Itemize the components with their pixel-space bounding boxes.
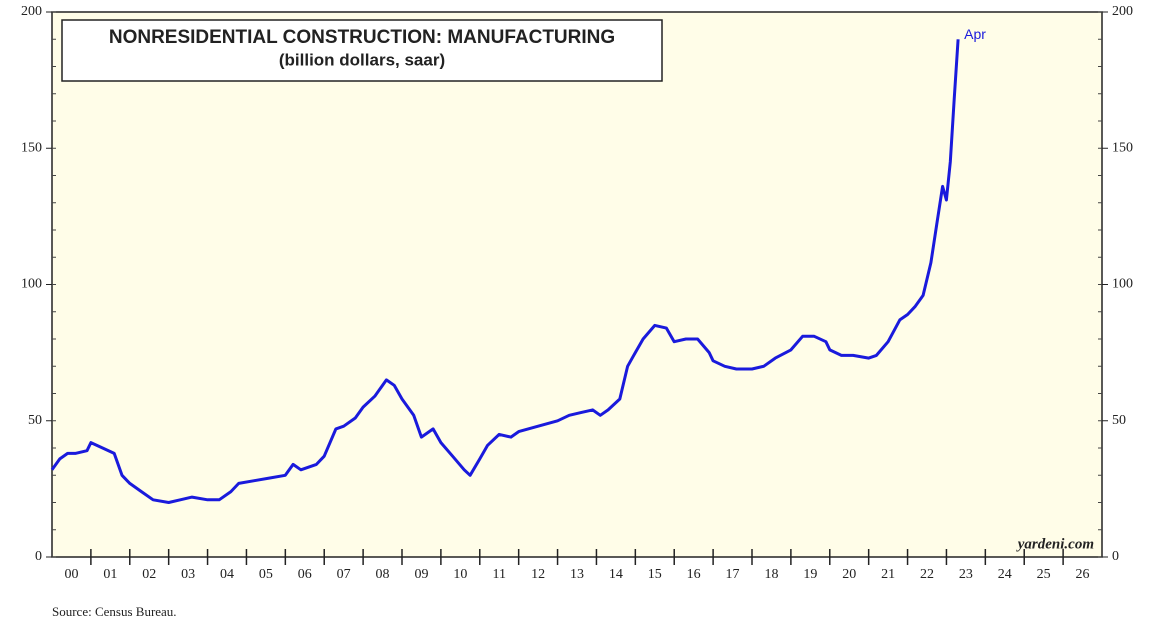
annotation: Apr bbox=[964, 26, 986, 42]
x-tick-label: 02 bbox=[142, 567, 156, 582]
x-tick-label: 15 bbox=[648, 567, 662, 582]
x-tick-label: 07 bbox=[337, 567, 351, 582]
source: Source: Census Bureau. bbox=[52, 604, 177, 619]
x-tick-label: 12 bbox=[531, 567, 545, 582]
x-tick-label: 10 bbox=[453, 567, 467, 582]
y-tick-label: 150 bbox=[21, 140, 42, 155]
x-tick-label: 20 bbox=[842, 567, 856, 582]
chart-title: NONRESIDENTIAL CONSTRUCTION: MANUFACTURI… bbox=[109, 27, 615, 48]
x-tick-label: 23 bbox=[959, 567, 973, 582]
x-tick-label: 17 bbox=[726, 567, 740, 582]
y2-tick-label: 200 bbox=[1112, 4, 1133, 19]
x-tick-label: 08 bbox=[376, 567, 390, 582]
y-tick-label: 200 bbox=[21, 4, 42, 19]
y2-tick-label: 150 bbox=[1112, 140, 1133, 155]
x-tick-label: 03 bbox=[181, 567, 195, 582]
x-tick-label: 22 bbox=[920, 567, 934, 582]
x-tick-label: 06 bbox=[298, 567, 312, 582]
chart-subtitle: (billion dollars, saar) bbox=[279, 50, 445, 69]
x-tick-label: 25 bbox=[1037, 567, 1051, 582]
x-tick-label: 24 bbox=[998, 567, 1012, 582]
x-tick-label: 01 bbox=[103, 567, 117, 582]
y-tick-label: 50 bbox=[28, 413, 42, 428]
x-tick-label: 00 bbox=[64, 567, 78, 582]
x-tick-label: 09 bbox=[414, 567, 428, 582]
x-tick-label: 18 bbox=[764, 567, 778, 582]
y2-tick-label: 50 bbox=[1112, 413, 1126, 428]
title-box bbox=[61, 19, 663, 82]
y-tick-label: 0 bbox=[35, 549, 42, 564]
x-tick-label: 05 bbox=[259, 567, 273, 582]
x-tick-label: 19 bbox=[803, 567, 817, 582]
x-tick-label: 04 bbox=[220, 567, 234, 582]
line-series bbox=[50, 39, 960, 504]
y2-tick-label: 100 bbox=[1112, 277, 1133, 292]
x-tick-label: 13 bbox=[570, 567, 584, 582]
y2-tick-label: 0 bbox=[1112, 549, 1119, 564]
x-tick-label: 11 bbox=[492, 567, 505, 582]
x-tick-label: 14 bbox=[609, 567, 623, 582]
y-tick-label: 100 bbox=[21, 277, 42, 292]
x-tick-label: 21 bbox=[881, 567, 895, 582]
x-tick-label: 16 bbox=[687, 567, 701, 582]
watermark: yardeni.com bbox=[1016, 536, 1094, 552]
x-tick-label: 26 bbox=[1076, 567, 1090, 582]
plot-area bbox=[51, 11, 1103, 558]
